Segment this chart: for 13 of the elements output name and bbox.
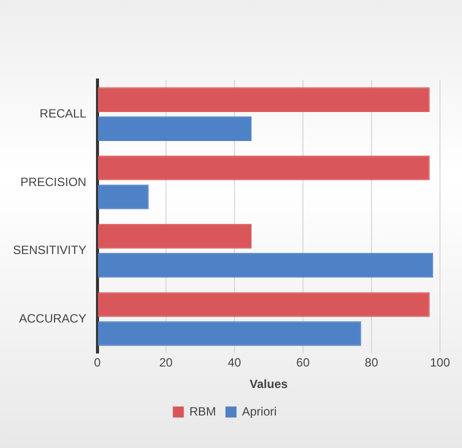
y-tick-label: RECALL — [40, 106, 87, 120]
y-tick-label: ACCURACY — [19, 311, 86, 326]
x-tick-label: 20 — [159, 356, 173, 370]
x-tick-label: 80 — [364, 356, 378, 370]
x-tick-label: 60 — [296, 356, 310, 370]
y-tick-label: SENSITIVITY — [12, 243, 86, 258]
legend-label: RBM — [189, 404, 216, 418]
legend-label: Apriori — [242, 404, 277, 418]
x-tick-label: 0 — [94, 356, 102, 370]
x-tick-label: 40 — [228, 356, 242, 370]
x-tick-label: 100 — [430, 356, 450, 370]
x-axis-title: Values — [250, 377, 288, 392]
y-tick-label: PRECISION — [20, 174, 86, 189]
